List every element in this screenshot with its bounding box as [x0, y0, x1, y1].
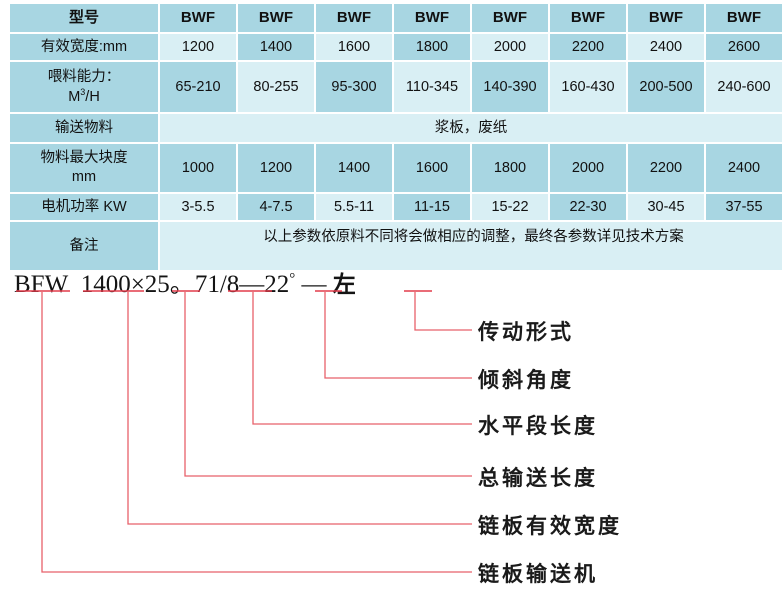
- cell-lump-4: 1600: [394, 144, 470, 192]
- cell-model-5: BWF: [472, 4, 548, 32]
- cell-width-7: 2400: [628, 34, 704, 60]
- leader-to-angle: [324, 292, 472, 379]
- code-segment-degree-sign: °: [289, 270, 296, 287]
- cell-lump-5: 1800: [472, 144, 548, 192]
- cell-width-1: 1200: [160, 34, 236, 60]
- table-row-max-lump: 物料最大块度 mm 1000 1200 1400 1600 1800 2000 …: [10, 144, 782, 192]
- cell-power-8: 37-55: [706, 194, 782, 220]
- cell-conveyed-material: 浆板，废纸: [160, 114, 782, 142]
- cell-capacity-2: 80-255: [238, 62, 314, 112]
- cell-model-3: BWF: [316, 4, 392, 32]
- cell-model-7: BWF: [628, 4, 704, 32]
- cell-power-1: 3-5.5: [160, 194, 236, 220]
- leader-to-machine-name: [41, 292, 472, 573]
- label-horizontal-length: 水平段长度: [478, 414, 598, 438]
- max-lump-label-line2: mm: [71, 169, 97, 185]
- cell-model-4: BWF: [394, 4, 470, 32]
- table-row-motor-power: 电机功率 KW 3-5.5 4-7.5 5.5-11 11-15 15-22 2…: [10, 194, 782, 220]
- feed-capacity-label-line1: 喂料能力：: [47, 69, 121, 86]
- cell-model-6: BWF: [550, 4, 626, 32]
- cell-capacity-1: 65-210: [160, 62, 236, 112]
- leader-lines-group: [16, 290, 472, 573]
- cell-lump-2: 1200: [238, 144, 314, 192]
- table-row-note: 备注 以上参数依原料不同将会做相应的调整，最终各参数详见技术方案: [10, 222, 782, 270]
- cell-capacity-5: 140-390: [472, 62, 548, 112]
- cell-model-2: BWF: [238, 4, 314, 32]
- code-segment-width: 1400: [80, 271, 131, 298]
- cell-power-5: 15-22: [472, 194, 548, 220]
- feed-capacity-label-line2: M3/H: [11, 87, 157, 106]
- code-segment-dash-2: —: [301, 271, 327, 298]
- model-code-diagram: BFW 1400×25。71/8—22° — 左 传动形式 倾斜角度 水平段长度…: [0, 258, 784, 604]
- leader-to-drive-type: [414, 292, 472, 331]
- label-belt-width: 链板有效宽度: [478, 514, 622, 538]
- cell-model-8: BWF: [706, 4, 782, 32]
- leader-to-total-length: [184, 292, 472, 477]
- row-label-model: 型号: [10, 4, 158, 32]
- label-total-length: 总输送长度: [478, 466, 598, 490]
- cell-capacity-8: 240-600: [706, 62, 782, 112]
- code-segment-period: 。: [169, 271, 195, 298]
- cell-model-1: BWF: [160, 4, 236, 32]
- leader-polylines: [41, 292, 472, 573]
- max-lump-label-line1: 物料最大块度: [40, 150, 128, 167]
- cell-power-4: 11-15: [394, 194, 470, 220]
- cell-capacity-7: 200-500: [628, 62, 704, 112]
- unit-cubed: 3: [80, 86, 86, 97]
- code-segment-dash-1: —: [239, 271, 265, 298]
- cell-lump-6: 2000: [550, 144, 626, 192]
- cell-capacity-3: 95-300: [316, 62, 392, 112]
- cell-width-4: 1800: [394, 34, 470, 60]
- unit-m: M: [68, 88, 81, 105]
- specification-table: 型号 BWF BWF BWF BWF BWF BWF BWF BWF 有效宽度:…: [8, 2, 784, 272]
- row-label-effective-width: 有效宽度:mm: [10, 34, 158, 60]
- label-drive-type: 传动形式: [478, 320, 574, 344]
- label-incline-angle: 倾斜角度: [478, 368, 574, 392]
- code-segment-prefix: BFW: [14, 271, 69, 298]
- code-segment-horizontal-length: 71/8: [194, 271, 240, 298]
- cell-lump-8: 2400: [706, 144, 782, 192]
- cell-power-7: 30-45: [628, 194, 704, 220]
- code-segment-angle: 22: [264, 271, 290, 298]
- cell-width-8: 2600: [706, 34, 782, 60]
- row-label-max-lump: 物料最大块度 mm: [10, 144, 158, 192]
- table-row-conveyed-material: 输送物料 浆板，废纸: [10, 114, 782, 142]
- cell-width-3: 1600: [316, 34, 392, 60]
- row-label-conveyed-material: 输送物料: [10, 114, 158, 142]
- cell-power-2: 4-7.5: [238, 194, 314, 220]
- leader-to-horizontal-length: [252, 292, 472, 425]
- cell-width-2: 1400: [238, 34, 314, 60]
- row-label-motor-power: 电机功率 KW: [10, 194, 158, 220]
- cell-lump-3: 1400: [316, 144, 392, 192]
- cell-power-3: 5.5-11: [316, 194, 392, 220]
- leader-to-belt-width: [127, 292, 472, 525]
- cell-width-5: 2000: [472, 34, 548, 60]
- table-row-feed-capacity: 喂料能力： M3/H 65-210 80-255 95-300 110-345 …: [10, 62, 782, 112]
- row-label-note: 备注: [10, 222, 158, 270]
- code-segment-total-length: 25: [144, 271, 170, 298]
- model-code-text: BFW 1400×25。71/8—22° — 左: [14, 264, 356, 300]
- row-label-feed-capacity: 喂料能力： M3/H: [10, 62, 158, 112]
- label-machine-name: 链板输送机: [478, 562, 598, 586]
- table-row-model: 型号 BWF BWF BWF BWF BWF BWF BWF BWF: [10, 4, 782, 32]
- cell-lump-7: 2200: [628, 144, 704, 192]
- cell-power-6: 22-30: [550, 194, 626, 220]
- unit-per-hour: /H: [85, 88, 100, 105]
- cell-lump-1: 1000: [160, 144, 236, 192]
- cell-note-text: 以上参数依原料不同将会做相应的调整，最终各参数详见技术方案: [160, 222, 782, 270]
- cell-capacity-4: 110-345: [394, 62, 470, 112]
- table-row-effective-width: 有效宽度:mm 1200 1400 1600 1800 2000 2200 24…: [10, 34, 782, 60]
- cell-capacity-6: 160-430: [550, 62, 626, 112]
- cell-width-6: 2200: [550, 34, 626, 60]
